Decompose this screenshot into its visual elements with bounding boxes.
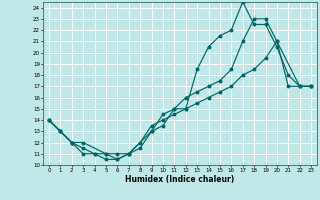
- X-axis label: Humidex (Indice chaleur): Humidex (Indice chaleur): [125, 175, 235, 184]
